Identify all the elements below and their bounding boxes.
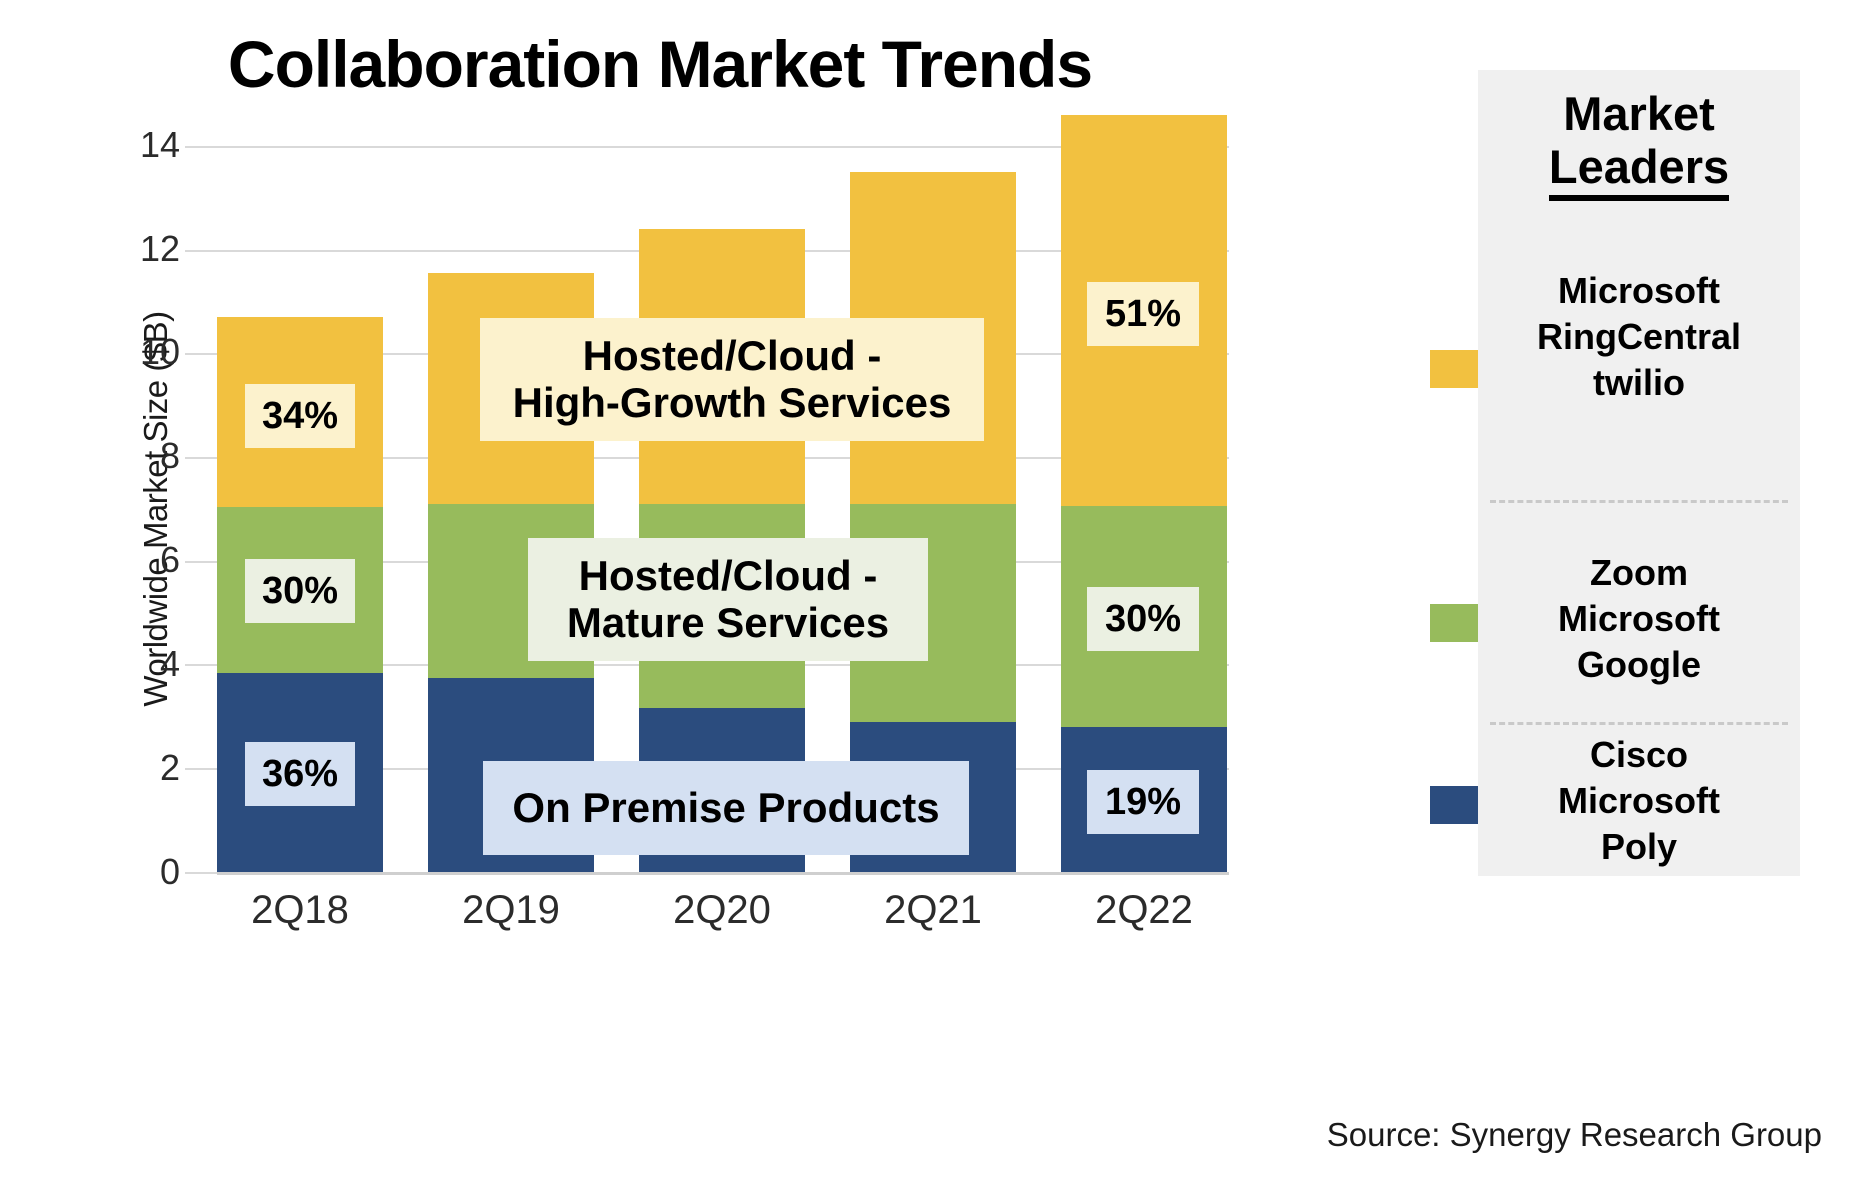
bar-2q22 xyxy=(1061,115,1227,872)
x-tick-2q21: 2Q21 xyxy=(884,888,982,932)
percent-label-2q18-on-premise: 36% xyxy=(245,742,355,806)
page-title: Collaboration Market Trends xyxy=(227,27,1093,101)
y-tick-8: 8 xyxy=(159,435,180,476)
market-leaders-title: Market Leaders xyxy=(1478,87,1800,202)
x-axis-line xyxy=(217,872,1229,875)
y-tick-6: 6 xyxy=(159,539,180,580)
callout-on-premise: On Premise Products xyxy=(483,761,969,855)
market-leaders-title-line2: Leaders xyxy=(1548,140,1730,202)
percent-label-2q22-high-growth: 51% xyxy=(1087,282,1199,346)
callout-high-growth: Hosted/Cloud - High-Growth Services xyxy=(480,318,984,441)
y-tick-12: 12 xyxy=(139,228,180,269)
callout-mature: Hosted/Cloud - Mature Services xyxy=(528,538,928,661)
percent-label-2q18-high-growth: 34% xyxy=(245,384,355,448)
y-tick-0: 0 xyxy=(159,851,180,892)
leaders-divider-2 xyxy=(1490,722,1788,725)
leaders-group-high-growth: Microsoft RingCentral twilio xyxy=(1536,270,1741,404)
percent-label-2q22-on-premise: 19% xyxy=(1087,770,1199,834)
x-tick-2q18: 2Q18 xyxy=(251,888,349,932)
source-note: Source: Synergy Research Group xyxy=(1326,1116,1822,1153)
y-tick-14: 14 xyxy=(139,124,180,165)
leaders-group-on-premise: Cisco Microsoft Poly xyxy=(1558,734,1720,868)
gridline-14 xyxy=(185,146,1229,148)
x-tick-2q20: 2Q20 xyxy=(673,888,771,932)
x-tick-2q22: 2Q22 xyxy=(1095,888,1193,932)
leaders-divider-1 xyxy=(1490,500,1788,503)
y-tick-4: 4 xyxy=(159,643,180,684)
plot-area: 34% 30% 36% 51% 30% 19% Hosted/Cloud - H… xyxy=(185,115,1229,874)
leaders-group-mature: Zoom Microsoft Google xyxy=(1558,552,1720,686)
market-leaders-title-line1: Market xyxy=(1563,87,1715,140)
y-tick-10: 10 xyxy=(139,331,180,372)
percent-label-2q22-mature: 30% xyxy=(1087,587,1199,651)
percent-label-2q18-mature: 30% xyxy=(245,559,355,623)
x-tick-2q19: 2Q19 xyxy=(462,888,560,932)
y-tick-2: 2 xyxy=(159,747,180,788)
market-leaders-panel: Market Leaders Microsoft RingCentral twi… xyxy=(1478,70,1800,876)
